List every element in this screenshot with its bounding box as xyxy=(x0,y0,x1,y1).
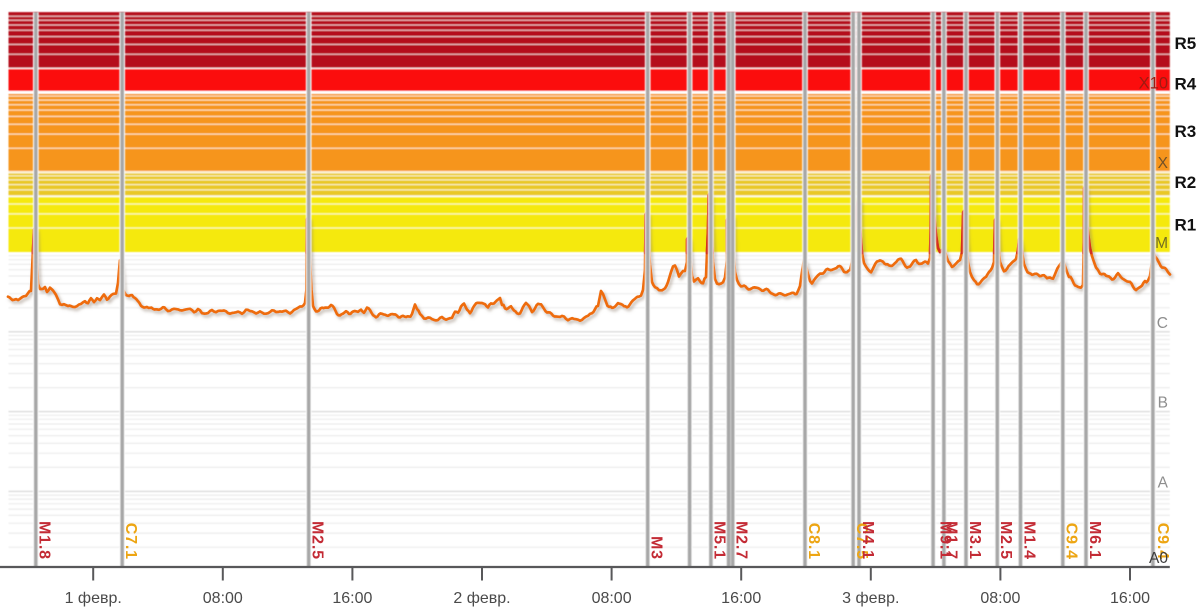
svg-text:M1.7: M1.7 xyxy=(942,521,959,560)
svg-text:R3: R3 xyxy=(1175,122,1197,141)
svg-text:C: C xyxy=(1157,315,1168,332)
svg-text:A: A xyxy=(1158,474,1169,491)
svg-text:M1.4: M1.4 xyxy=(1020,521,1037,560)
svg-text:M: M xyxy=(1155,235,1168,252)
svg-text:C8.1: C8.1 xyxy=(805,523,822,560)
svg-text:3 февр.: 3 февр. xyxy=(842,590,899,607)
svg-text:16:00: 16:00 xyxy=(332,590,372,607)
svg-text:R4: R4 xyxy=(1175,74,1197,93)
svg-text:R5: R5 xyxy=(1175,34,1197,53)
svg-text:M5.1: M5.1 xyxy=(711,521,728,560)
svg-text:M3.1: M3.1 xyxy=(966,521,983,560)
svg-text:A0: A0 xyxy=(1149,550,1168,567)
svg-text:R1: R1 xyxy=(1175,215,1197,234)
svg-text:X: X xyxy=(1158,155,1169,172)
svg-text:M2.7: M2.7 xyxy=(733,521,750,560)
svg-text:08:00: 08:00 xyxy=(203,590,243,607)
svg-text:M9.1: M9.1 xyxy=(937,521,954,560)
svg-text:2 февр.: 2 февр. xyxy=(453,590,510,607)
svg-text:08:00: 08:00 xyxy=(980,590,1020,607)
svg-text:R2: R2 xyxy=(1175,173,1197,192)
svg-text:16:00: 16:00 xyxy=(721,590,761,607)
svg-text:M4.1: M4.1 xyxy=(859,521,876,560)
svg-text:C7.5: C7.5 xyxy=(853,523,870,560)
svg-text:C9.4: C9.4 xyxy=(1063,523,1080,560)
svg-text:1 февр.: 1 февр. xyxy=(65,590,122,607)
svg-text:M2.5: M2.5 xyxy=(309,521,326,560)
svg-text:M2.5: M2.5 xyxy=(997,521,1014,560)
svg-text:M1.8: M1.8 xyxy=(36,521,53,560)
svg-text:C9.4: C9.4 xyxy=(1154,523,1171,560)
svg-text:C7.1: C7.1 xyxy=(122,523,139,560)
svg-text:B: B xyxy=(1158,395,1168,412)
svg-text:X10: X10 xyxy=(1139,74,1168,92)
svg-text:08:00: 08:00 xyxy=(592,590,632,607)
svg-text:M3: M3 xyxy=(648,536,665,560)
svg-text:16:00: 16:00 xyxy=(1110,590,1150,607)
svg-text:M6.1: M6.1 xyxy=(1086,521,1103,560)
